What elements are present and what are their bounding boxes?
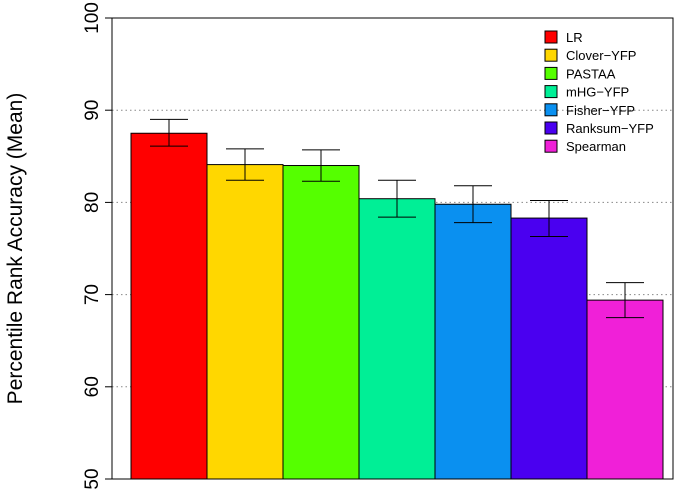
y-axis: 50 60 70 80 90 100 (82, 2, 112, 490)
y-tick-label: 70 (82, 284, 103, 305)
legend-label-2: PASTAA (566, 66, 616, 81)
legend-label-5: Ranksum−YFP (566, 121, 654, 136)
legend-label-4: Fisher−YFP (566, 103, 635, 118)
bar-0 (130, 132, 208, 480)
y-tick-label: 60 (82, 376, 103, 397)
bar-1 (206, 164, 284, 480)
legend: LR Clover−YFP PASTAA mHG−YFP Fisher−YFP Ranks… (544, 30, 654, 154)
legend-swatch-3 (544, 85, 558, 99)
bar-4 (434, 203, 512, 480)
legend-swatch-0 (544, 30, 558, 44)
bar-3 (358, 198, 436, 480)
bar-6 (586, 299, 664, 480)
legend-label-0: LR (566, 30, 583, 45)
legend-label-6: Spearman (566, 139, 626, 154)
legend-swatch-2 (544, 66, 558, 80)
bar-2 (282, 165, 360, 480)
y-tick-label: 100 (82, 2, 103, 34)
y-tick-label: 50 (82, 468, 103, 489)
y-axis-label: Percentile Rank Accuracy (Mean) (4, 93, 27, 405)
legend-swatch-1 (544, 48, 558, 62)
y-tick-label: 80 (82, 192, 103, 213)
legend-label-3: mHG−YFP (566, 85, 629, 100)
legend-swatch-4 (544, 103, 558, 117)
legend-label-1: Clover−YFP (566, 48, 636, 63)
legend-swatch-6 (544, 139, 558, 153)
error-bars (150, 118, 644, 319)
bar-5 (510, 217, 588, 480)
legend-swatch-5 (544, 121, 558, 135)
y-tick-label: 90 (82, 100, 103, 121)
plot-frame (111, 17, 674, 480)
